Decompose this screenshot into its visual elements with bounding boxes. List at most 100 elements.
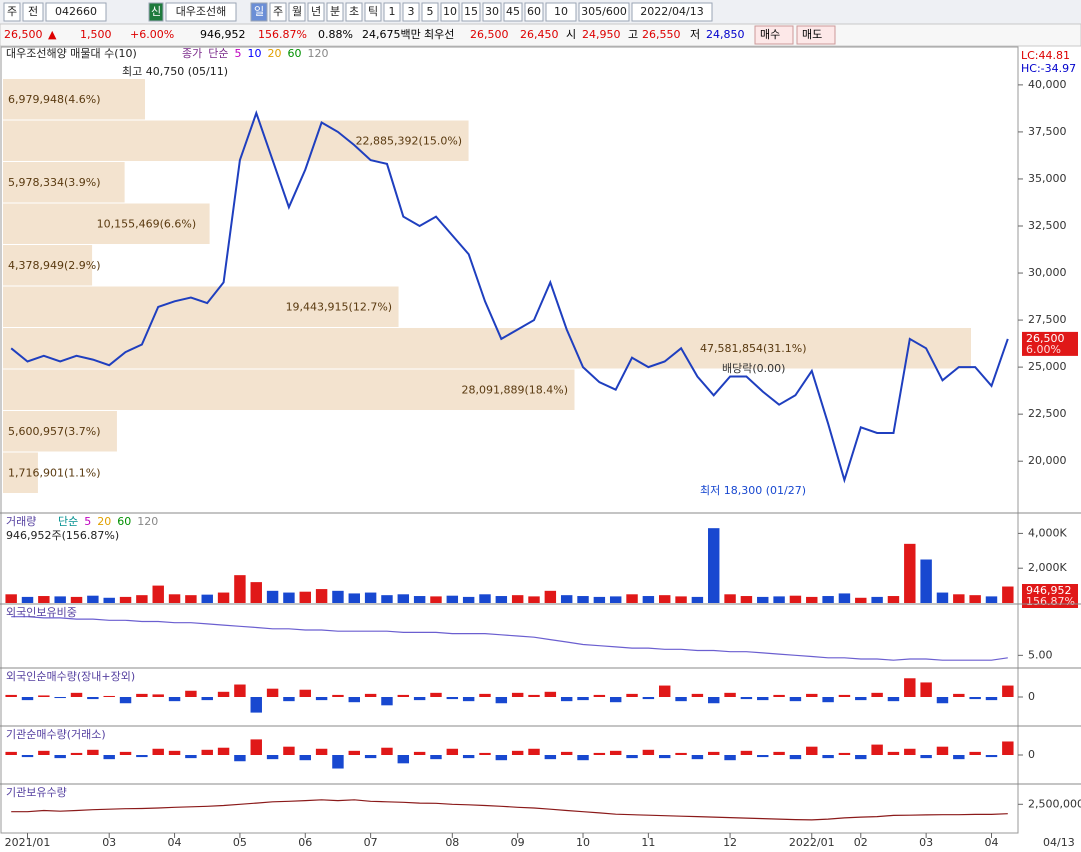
toolbar-label[interactable]: 월 bbox=[292, 5, 302, 18]
bar bbox=[250, 739, 262, 755]
toolbar-label[interactable]: 3 bbox=[408, 5, 415, 18]
bar bbox=[185, 755, 197, 759]
bar bbox=[152, 694, 164, 697]
bar bbox=[1002, 586, 1014, 603]
toolbar-button[interactable] bbox=[503, 2, 523, 22]
toolbar-button[interactable] bbox=[461, 2, 481, 22]
quote-item: 고 bbox=[628, 28, 638, 41]
volume-profile-label: 6,979,948(4.6%) bbox=[8, 93, 101, 106]
bar bbox=[969, 595, 981, 603]
bar bbox=[21, 697, 34, 701]
toolbar-label[interactable]: 042660 bbox=[55, 5, 97, 18]
toolbar-button[interactable] bbox=[545, 2, 577, 22]
toolbar-button[interactable] bbox=[3, 2, 21, 22]
toolbar-button[interactable] bbox=[402, 2, 420, 22]
toolbar-label[interactable]: 2022/04/13 bbox=[640, 5, 703, 18]
toolbar-button[interactable] bbox=[148, 2, 164, 22]
bar bbox=[136, 755, 148, 758]
toolbar-button[interactable] bbox=[440, 2, 460, 22]
toolbar-button[interactable] bbox=[269, 2, 287, 22]
bar bbox=[740, 596, 753, 603]
annotation: 최저 18,300 (01/27) bbox=[700, 484, 806, 497]
bar bbox=[299, 755, 311, 761]
quote-item[interactable]: 매수 bbox=[760, 28, 780, 41]
quote-item[interactable]: 매도 bbox=[802, 28, 822, 41]
bar bbox=[822, 596, 834, 603]
toolbar-button[interactable] bbox=[45, 2, 107, 22]
bar bbox=[838, 752, 851, 755]
toolbar-button[interactable] bbox=[288, 2, 306, 22]
toolbar-button[interactable] bbox=[250, 2, 268, 22]
toolbar-button[interactable] bbox=[631, 2, 713, 22]
bar bbox=[381, 697, 393, 706]
toolbar-label[interactable]: 60 bbox=[527, 5, 541, 18]
bar bbox=[511, 595, 524, 603]
x-tick-label: 09 bbox=[511, 836, 525, 849]
panel-title: 거래량 bbox=[6, 515, 36, 528]
toolbar-label[interactable]: 305/600 bbox=[581, 5, 627, 18]
bar bbox=[642, 697, 655, 700]
bar bbox=[283, 592, 295, 603]
toolbar-button[interactable] bbox=[307, 2, 325, 22]
toolbar-label[interactable]: 30 bbox=[485, 5, 499, 18]
toolbar-button[interactable] bbox=[524, 2, 544, 22]
toolbar-label[interactable]: 1 bbox=[389, 5, 396, 18]
toolbar-label[interactable]: 년 bbox=[311, 5, 321, 18]
toolbar-button[interactable] bbox=[482, 2, 502, 22]
bar bbox=[185, 690, 197, 697]
bar bbox=[953, 755, 965, 760]
bar bbox=[87, 595, 99, 603]
toolbar-label[interactable]: 틱 bbox=[368, 5, 378, 18]
last-value: 26,500 bbox=[1026, 332, 1065, 345]
bar bbox=[332, 755, 344, 769]
toolbar-label[interactable]: 주 bbox=[273, 5, 283, 18]
toolbar-button[interactable] bbox=[578, 2, 630, 22]
toolbar-button[interactable] bbox=[421, 2, 439, 22]
toolbar-label[interactable]: 초 bbox=[349, 5, 359, 18]
toolbar-label[interactable]: 10 bbox=[443, 5, 457, 18]
toolbar-label[interactable]: 신 bbox=[151, 5, 161, 18]
toolbar-label[interactable]: 5 bbox=[427, 5, 434, 18]
quote-item: 26,450 bbox=[520, 28, 559, 41]
bar bbox=[920, 559, 932, 603]
bar bbox=[299, 591, 311, 603]
toolbar-label[interactable]: 주 bbox=[7, 5, 17, 18]
bar bbox=[675, 752, 687, 755]
quote-item: 24,950 bbox=[582, 28, 621, 41]
bar bbox=[953, 693, 965, 697]
bar bbox=[806, 746, 818, 755]
volume-profile-bar bbox=[3, 245, 93, 286]
toolbar-label[interactable]: 분 bbox=[330, 5, 340, 18]
toolbar-label[interactable]: 15 bbox=[464, 5, 478, 18]
bar bbox=[936, 746, 949, 755]
bar bbox=[724, 692, 736, 697]
toolbar-button[interactable] bbox=[383, 2, 401, 22]
bar bbox=[920, 755, 932, 759]
order-button[interactable] bbox=[754, 25, 794, 45]
bar bbox=[250, 697, 262, 713]
toolbar-button[interactable] bbox=[326, 2, 344, 22]
toolbar-label[interactable]: 일 bbox=[254, 4, 264, 18]
toolbar-button[interactable] bbox=[345, 2, 363, 22]
toolbar-label[interactable]: 10 bbox=[554, 5, 568, 18]
bar bbox=[495, 596, 508, 603]
toolbar-label[interactable]: 전 bbox=[28, 5, 38, 18]
y-tick-label: 35,000 bbox=[1028, 172, 1067, 185]
bar bbox=[511, 692, 524, 697]
bar bbox=[871, 744, 883, 755]
toolbar-button[interactable] bbox=[165, 2, 237, 22]
bar bbox=[413, 596, 426, 603]
bar bbox=[495, 755, 508, 761]
toolbar-label[interactable]: 45 bbox=[506, 5, 520, 18]
bar bbox=[789, 697, 802, 702]
bar bbox=[446, 748, 459, 755]
panel-title: 외국인보유비중 bbox=[6, 606, 77, 619]
volume-profile-bar bbox=[3, 203, 210, 244]
toolbar-button[interactable] bbox=[22, 2, 44, 22]
bar bbox=[577, 697, 589, 701]
bar bbox=[103, 597, 115, 603]
order-button[interactable] bbox=[796, 25, 836, 45]
panel-subtitle: 946,952주(156.87%) bbox=[6, 529, 119, 542]
toolbar-button[interactable] bbox=[364, 2, 382, 22]
toolbar-label[interactable]: 대우조선해 bbox=[176, 4, 227, 18]
